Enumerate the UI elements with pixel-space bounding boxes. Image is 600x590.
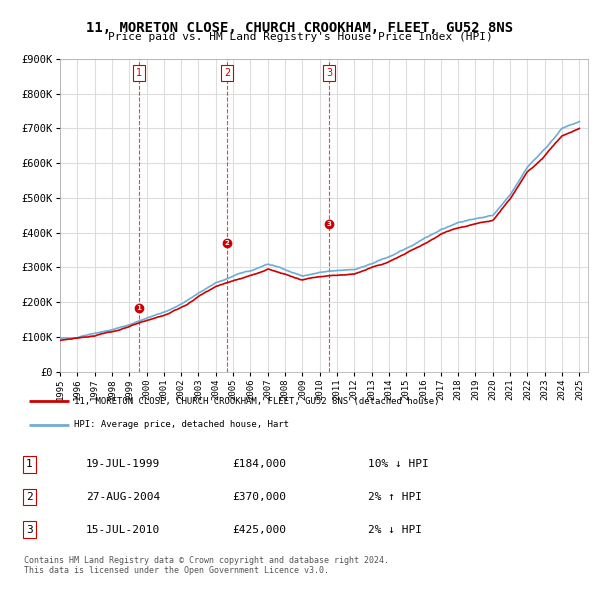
Text: 3: 3: [326, 221, 331, 227]
Text: £370,000: £370,000: [232, 492, 286, 502]
Text: 2: 2: [224, 68, 230, 78]
Text: HPI: Average price, detached house, Hart: HPI: Average price, detached house, Hart: [74, 420, 289, 429]
Text: 1: 1: [136, 305, 141, 311]
Text: 11, MORETON CLOSE, CHURCH CROOKHAM, FLEET, GU52 8NS (detached house): 11, MORETON CLOSE, CHURCH CROOKHAM, FLEE…: [74, 397, 440, 406]
Text: 3: 3: [26, 525, 32, 535]
Text: 1: 1: [136, 68, 142, 78]
Text: 2% ↑ HPI: 2% ↑ HPI: [368, 492, 422, 502]
Text: £425,000: £425,000: [232, 525, 286, 535]
Text: 2% ↓ HPI: 2% ↓ HPI: [368, 525, 422, 535]
Text: Price paid vs. HM Land Registry's House Price Index (HPI): Price paid vs. HM Land Registry's House …: [107, 32, 493, 42]
Text: 10% ↓ HPI: 10% ↓ HPI: [368, 460, 428, 469]
Text: This data is licensed under the Open Government Licence v3.0.: This data is licensed under the Open Gov…: [24, 566, 329, 575]
Text: 15-JUL-2010: 15-JUL-2010: [86, 525, 160, 535]
Text: 27-AUG-2004: 27-AUG-2004: [86, 492, 160, 502]
Text: 19-JUL-1999: 19-JUL-1999: [86, 460, 160, 469]
Text: 11, MORETON CLOSE, CHURCH CROOKHAM, FLEET, GU52 8NS: 11, MORETON CLOSE, CHURCH CROOKHAM, FLEE…: [86, 21, 514, 35]
Text: 2: 2: [26, 492, 32, 502]
Text: 2: 2: [224, 240, 229, 246]
Text: 3: 3: [326, 68, 332, 78]
Text: 1: 1: [26, 460, 32, 469]
Text: £184,000: £184,000: [232, 460, 286, 469]
Text: Contains HM Land Registry data © Crown copyright and database right 2024.: Contains HM Land Registry data © Crown c…: [24, 556, 389, 565]
